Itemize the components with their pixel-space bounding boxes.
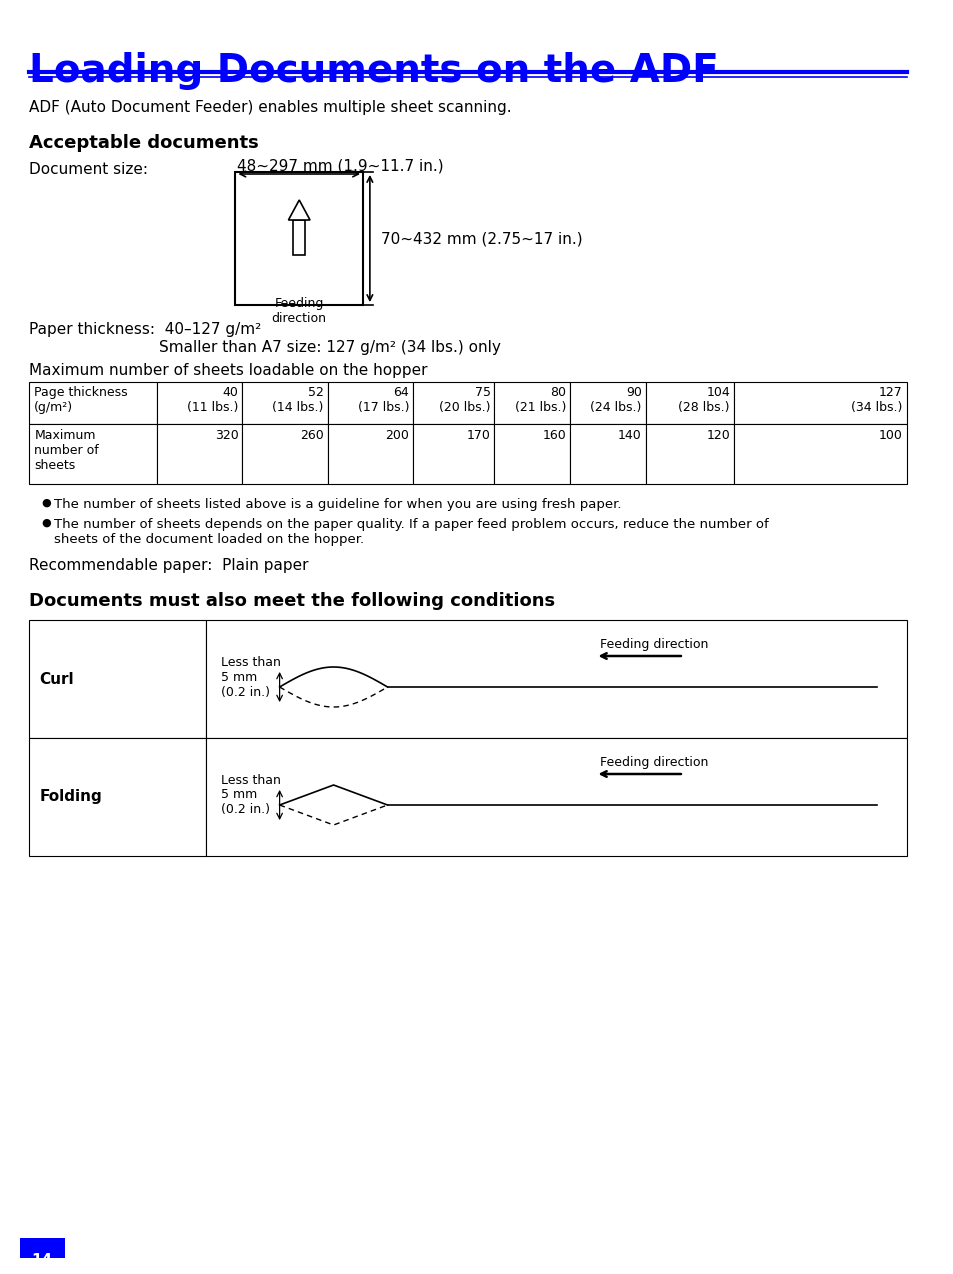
Bar: [242, 382, 327, 424]
Bar: [327, 424, 413, 484]
Text: Acceptable documents: Acceptable documents: [30, 134, 259, 152]
Text: 104
(28 lbs.): 104 (28 lbs.): [678, 386, 729, 414]
Bar: [733, 382, 905, 424]
Text: ●: ●: [41, 498, 51, 508]
Text: Maximum number of sheets loadable on the hopper: Maximum number of sheets loadable on the…: [30, 363, 428, 378]
Text: Feeding direction: Feeding direction: [599, 755, 708, 769]
Bar: [30, 382, 157, 424]
Bar: [645, 382, 733, 424]
Bar: [206, 620, 905, 738]
Text: Loading Documents on the ADF: Loading Documents on the ADF: [30, 52, 719, 90]
Text: ●: ●: [41, 519, 51, 527]
Text: 14: 14: [31, 1254, 52, 1268]
Text: Paper thickness:  40–127 g/m²: Paper thickness: 40–127 g/m²: [30, 322, 261, 338]
Bar: [733, 424, 905, 484]
Text: 260: 260: [299, 429, 323, 442]
Text: 48~297 mm (1.9~11.7 in.): 48~297 mm (1.9~11.7 in.): [237, 158, 443, 173]
Text: 100: 100: [878, 429, 902, 442]
Text: The number of sheets depends on the paper quality. If a paper feed problem occur: The number of sheets depends on the pape…: [54, 519, 768, 547]
Text: Recommendable paper:  Plain paper: Recommendable paper: Plain paper: [30, 558, 309, 573]
Text: 75
(20 lbs.): 75 (20 lbs.): [438, 386, 490, 414]
Text: Curl: Curl: [39, 671, 73, 687]
Text: Less than
5 mm
(0.2 in.): Less than 5 mm (0.2 in.): [220, 773, 280, 817]
Text: Feeding direction: Feeding direction: [599, 638, 708, 651]
Bar: [327, 382, 413, 424]
Bar: [494, 424, 570, 484]
Text: 140: 140: [618, 429, 641, 442]
Text: Maximum
number of
sheets: Maximum number of sheets: [34, 429, 99, 471]
Bar: [293, 220, 305, 255]
Bar: [413, 382, 494, 424]
Bar: [645, 424, 733, 484]
Bar: [235, 172, 363, 304]
Bar: [30, 738, 206, 856]
Bar: [20, 1238, 65, 1257]
Bar: [30, 424, 157, 484]
Text: 127
(34 lbs.): 127 (34 lbs.): [850, 386, 902, 414]
Text: 64
(17 lbs.): 64 (17 lbs.): [357, 386, 409, 414]
Bar: [413, 424, 494, 484]
Bar: [206, 738, 905, 856]
Bar: [30, 620, 206, 738]
Text: 52
(14 lbs.): 52 (14 lbs.): [273, 386, 323, 414]
Text: 200: 200: [385, 429, 409, 442]
Text: 170: 170: [466, 429, 490, 442]
Text: Feeding
direction: Feeding direction: [272, 297, 326, 325]
Text: 320: 320: [214, 429, 238, 442]
Text: 90
(24 lbs.): 90 (24 lbs.): [590, 386, 641, 414]
Text: 160: 160: [541, 429, 565, 442]
Text: Documents must also meet the following conditions: Documents must also meet the following c…: [30, 592, 555, 610]
Bar: [494, 382, 570, 424]
Text: 70~432 mm (2.75~17 in.): 70~432 mm (2.75~17 in.): [380, 231, 581, 246]
Text: Smaller than A7 size: 127 g/m² (34 lbs.) only: Smaller than A7 size: 127 g/m² (34 lbs.)…: [159, 340, 500, 355]
Text: 120: 120: [705, 429, 729, 442]
Text: The number of sheets listed above is a guideline for when you are using fresh pa: The number of sheets listed above is a g…: [54, 498, 620, 511]
Bar: [157, 382, 242, 424]
Text: Document size:: Document size:: [30, 162, 149, 177]
Bar: [570, 382, 645, 424]
Polygon shape: [288, 200, 310, 220]
Text: Less than
5 mm
(0.2 in.): Less than 5 mm (0.2 in.): [220, 656, 280, 698]
Text: ADF (Auto Document Feeder) enables multiple sheet scanning.: ADF (Auto Document Feeder) enables multi…: [30, 99, 512, 115]
Bar: [570, 424, 645, 484]
Text: 80
(21 lbs.): 80 (21 lbs.): [515, 386, 565, 414]
Text: Page thickness
(g/m²): Page thickness (g/m²): [34, 386, 128, 414]
Text: Folding: Folding: [39, 790, 102, 804]
Text: 40
(11 lbs.): 40 (11 lbs.): [187, 386, 238, 414]
Bar: [157, 424, 242, 484]
Bar: [242, 424, 327, 484]
